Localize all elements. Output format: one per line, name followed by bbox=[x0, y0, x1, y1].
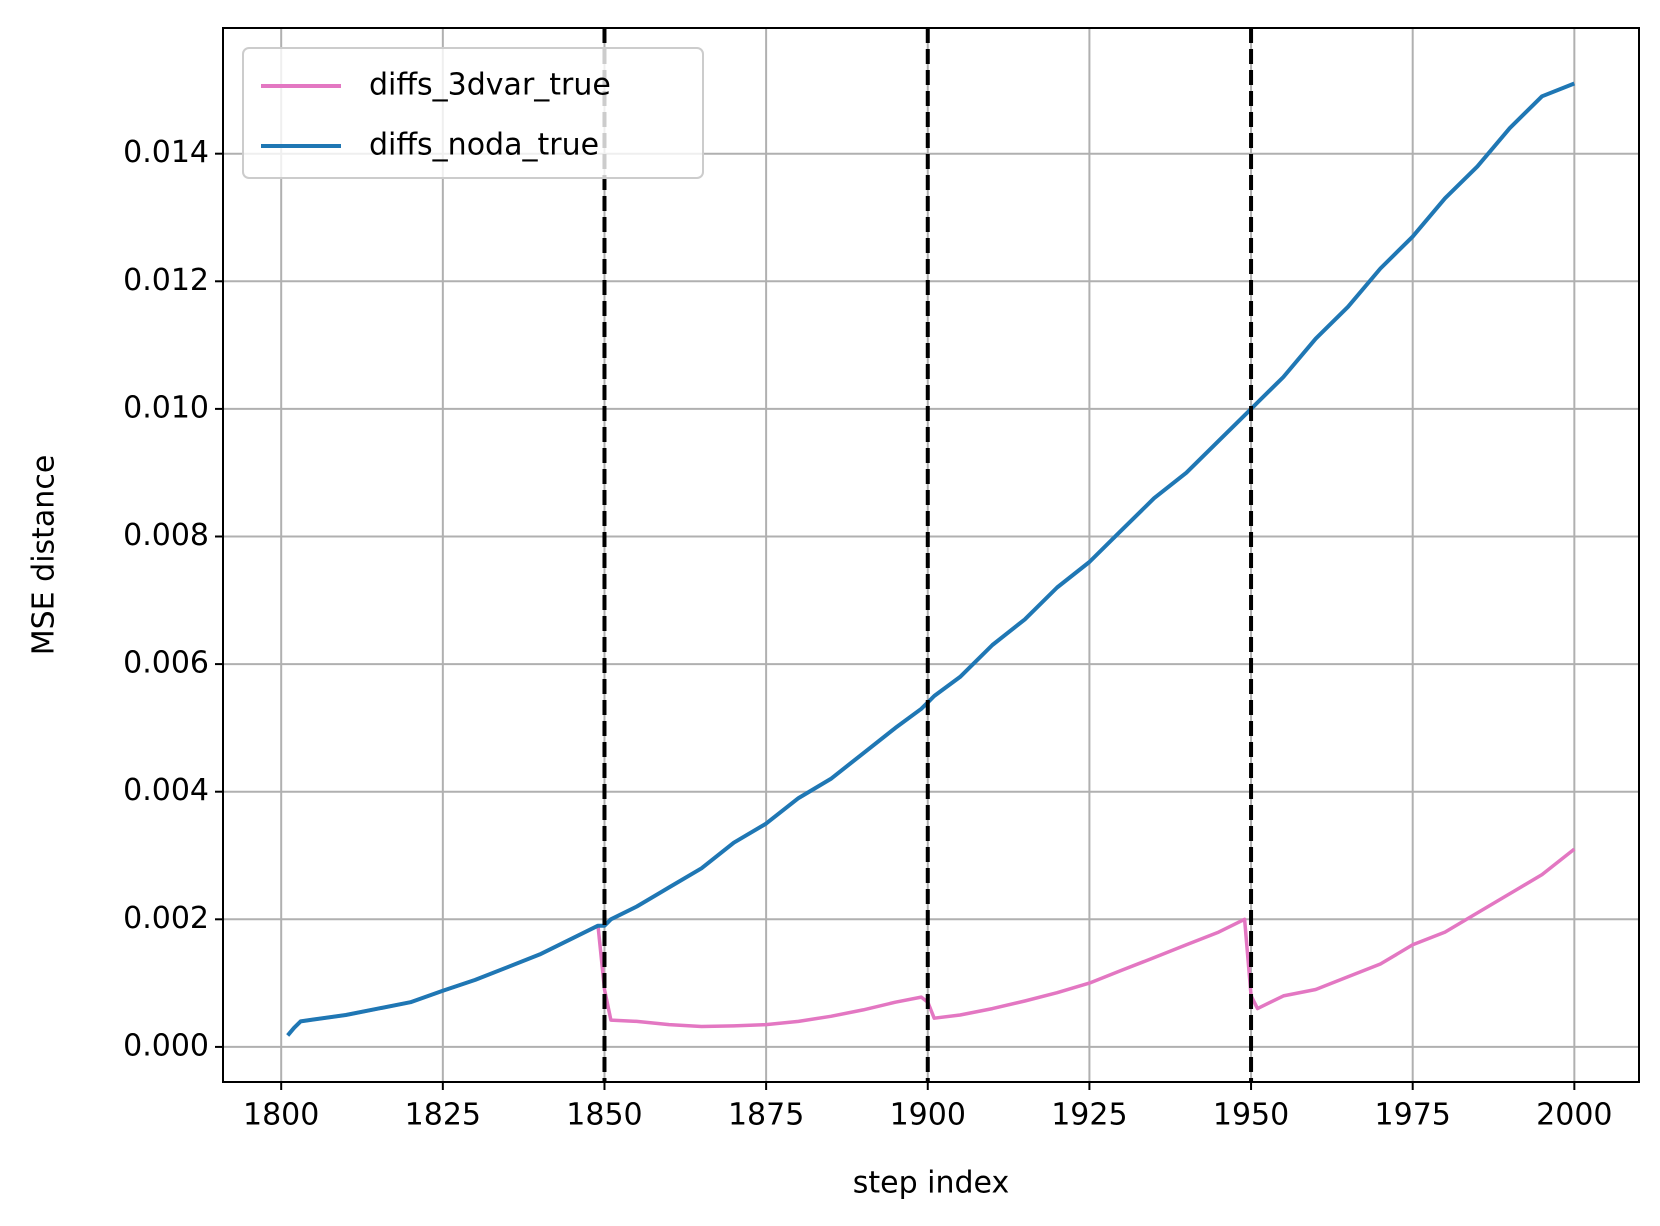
y-tick-label: 0.008 bbox=[123, 518, 209, 553]
x-tick-label: 1875 bbox=[728, 1098, 804, 1133]
y-tick-label: 0.000 bbox=[123, 1028, 209, 1063]
y-tick-label: 0.002 bbox=[123, 901, 209, 936]
legend-label: diffs_3dvar_true bbox=[369, 68, 611, 103]
legend: diffs_3dvar_true diffs_noda_true bbox=[242, 47, 704, 179]
y-tick-label: 0.006 bbox=[123, 646, 209, 681]
x-tick-label: 1925 bbox=[1051, 1098, 1127, 1133]
x-tick-label: 1800 bbox=[243, 1098, 319, 1133]
y-tick-label: 0.010 bbox=[123, 390, 209, 425]
y-tick-label: 0.004 bbox=[123, 773, 209, 808]
y-tick-label: 0.012 bbox=[123, 263, 209, 298]
series-line bbox=[286, 847, 1576, 1037]
y-tick-label: 0.014 bbox=[123, 135, 209, 170]
x-tick-label: 1950 bbox=[1213, 1098, 1289, 1133]
legend-label: diffs_noda_true bbox=[369, 128, 599, 163]
x-tick-label: 1900 bbox=[890, 1098, 966, 1133]
x-tick-label: 1975 bbox=[1375, 1098, 1451, 1133]
plot-frame bbox=[222, 27, 1640, 1083]
x-tick-label: 1825 bbox=[405, 1098, 481, 1133]
x-tick-label: 1850 bbox=[566, 1098, 642, 1133]
x-tick-label: 2000 bbox=[1536, 1098, 1612, 1133]
x-axis-label: step index bbox=[853, 1166, 1010, 1201]
series-line bbox=[286, 81, 1576, 1037]
legend-box bbox=[242, 47, 704, 179]
y-axis-label: MSE distance bbox=[27, 455, 62, 656]
